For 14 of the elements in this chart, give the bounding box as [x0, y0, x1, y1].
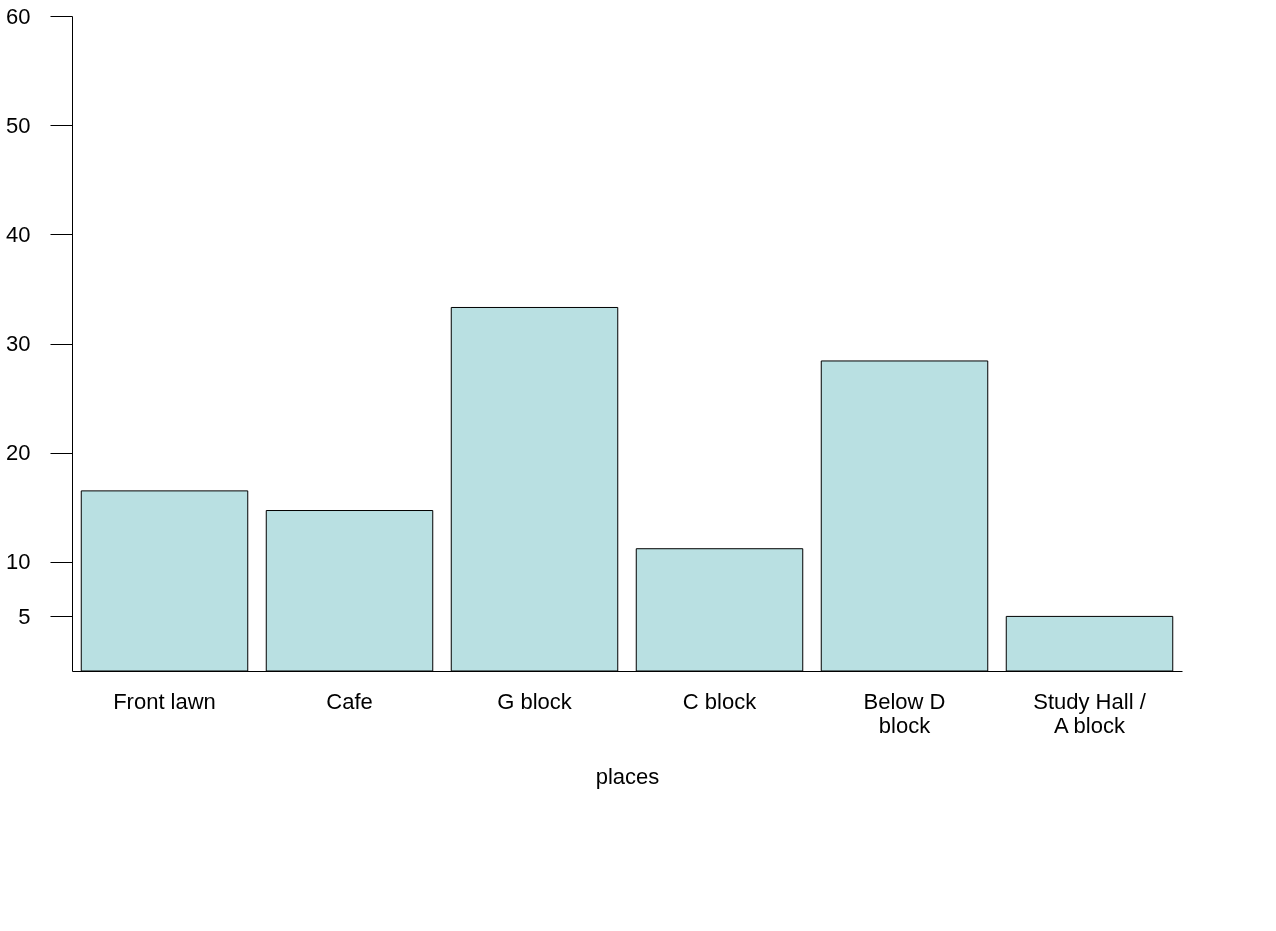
x-tick-label: Below D block	[863, 688, 946, 738]
y-tick-label: 5	[18, 603, 31, 629]
y-tick-label: 60	[6, 3, 31, 29]
y-tick-label: 20	[6, 440, 31, 466]
y-tick-label: 40	[6, 221, 31, 247]
x-tick-label: Cafe	[326, 688, 373, 714]
x-tick-label: Front lawn	[113, 688, 216, 714]
y-tick-label: 10	[6, 549, 31, 575]
x-tick-label: G block	[497, 688, 573, 714]
x-tick-label: C block	[682, 688, 758, 714]
x-axis-title: places	[595, 763, 660, 789]
y-tick-label: 30	[6, 331, 31, 356]
x-tick-label: Study Hall / A block	[1033, 688, 1147, 738]
y-tick-label: 50	[6, 112, 31, 138]
